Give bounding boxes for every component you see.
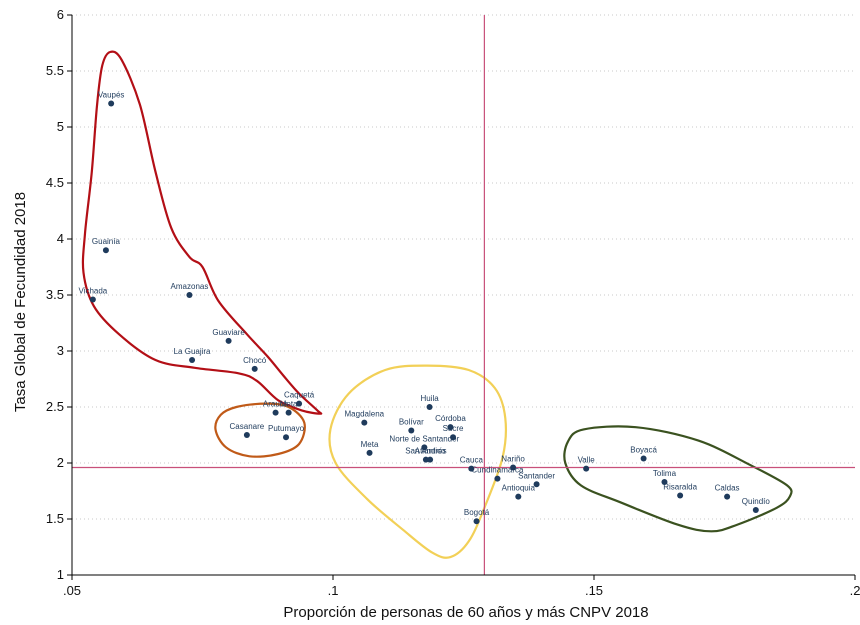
data-point <box>447 424 454 431</box>
reference-lines <box>72 15 855 575</box>
data-point-label: Norte de Santander <box>389 434 459 443</box>
y-tick-label: 3 <box>57 343 64 358</box>
data-point <box>272 409 279 416</box>
point-labels: Vaupés Guainía Vichada Amazonas Guaviare La G… <box>78 90 770 517</box>
data-point-label: Chocó <box>243 356 267 365</box>
data-point-label: Vichada <box>78 286 107 295</box>
data-point <box>426 404 433 410</box>
data-point <box>450 434 457 441</box>
data-point-label: Boyacá <box>630 446 657 455</box>
data-point <box>427 456 434 463</box>
y-tick-label: 4 <box>57 231 64 246</box>
data-point-label: Arauca <box>263 400 289 409</box>
data-point-label: Santander <box>518 471 555 480</box>
data-point-label: Antioquia <box>502 484 536 493</box>
green-cluster-outline <box>563 425 793 533</box>
y-tick-label: 4.5 <box>46 175 64 190</box>
data-point <box>661 479 668 486</box>
x-tick-label: .05 <box>63 583 81 598</box>
y-tick-label: 6 <box>57 7 64 22</box>
data-point-label: Bolívar <box>399 418 424 427</box>
axes: 1 1.5 2 2.5 3 3.5 4 4.5 5 5.5 6 .05 .1 .15 .2 <box>46 7 860 598</box>
data-point <box>296 400 303 407</box>
data-point-label: Atlántico <box>415 447 446 456</box>
data-points <box>89 100 759 525</box>
data-point <box>189 356 196 363</box>
yellow-cluster-outline <box>328 364 508 559</box>
data-point-label: Meta <box>280 400 298 409</box>
y-tick-label: 5 <box>57 119 64 134</box>
data-point <box>108 100 115 107</box>
x-tick-label: .2 <box>850 583 860 598</box>
data-point <box>510 464 517 471</box>
data-point-label: Casanare <box>230 422 265 431</box>
x-tick-label: .1 <box>328 583 339 598</box>
data-point <box>533 481 540 488</box>
data-point <box>102 247 109 254</box>
data-point-label: Sucre <box>443 424 464 433</box>
data-point-label: Caldas <box>715 484 740 493</box>
y-tick-label: 2 <box>57 455 64 470</box>
data-point-label: Huila <box>420 394 439 403</box>
y-tick-label: 3.5 <box>46 287 64 302</box>
data-point <box>366 449 373 456</box>
x-tick-label: .15 <box>585 583 603 598</box>
data-point-label: Caquetá <box>284 391 315 400</box>
data-point-label: Quindío <box>742 497 771 506</box>
data-point-label: Vaupés <box>98 90 125 99</box>
data-point <box>724 493 731 500</box>
data-point <box>640 455 647 462</box>
data-point-label: Meta <box>361 440 379 449</box>
data-point <box>361 419 368 426</box>
data-point <box>421 444 428 451</box>
data-point-label: Guainía <box>92 237 121 246</box>
data-point <box>285 409 292 416</box>
data-point-label: Bogotá <box>464 508 490 517</box>
data-point <box>422 456 429 463</box>
data-point <box>583 465 590 472</box>
data-point <box>225 337 232 344</box>
data-point <box>283 434 290 441</box>
y-tick-label: 5.5 <box>46 63 64 78</box>
data-point <box>408 427 415 434</box>
data-point-label: Putumayo <box>268 424 305 433</box>
y-tick-label: 1 <box>57 567 64 582</box>
data-point-label: Magdalena <box>345 410 385 419</box>
data-point <box>243 432 250 438</box>
data-point-label: Cundinamarca <box>471 466 524 475</box>
orange-cluster-outline <box>214 402 306 458</box>
y-tick-label: 2.5 <box>46 399 64 414</box>
data-point <box>473 518 480 525</box>
data-point <box>515 493 522 500</box>
data-point-label: Nariño <box>501 454 525 463</box>
data-point <box>468 465 475 472</box>
data-point-label: Risaralda <box>663 482 697 491</box>
data-point-label: Tolima <box>653 469 677 478</box>
cluster-outlines <box>81 50 793 559</box>
data-point-label: Amazonas <box>171 282 209 291</box>
x-axis-title: Proporción de personas de 60 años y más … <box>283 604 648 621</box>
data-point-label: San Andrés <box>405 447 446 456</box>
data-point-label: Valle <box>578 456 596 465</box>
data-point <box>494 475 501 482</box>
data-point-label: Córdoba <box>435 414 466 423</box>
y-axis-title: Tasa Global de Fecundidad 2018 <box>12 192 29 412</box>
data-point-label: La Guajira <box>174 347 211 356</box>
data-point <box>752 507 759 514</box>
data-point-label: Cauca <box>460 456 484 465</box>
data-point-label: Guaviare <box>212 328 245 337</box>
data-point <box>677 492 684 499</box>
y-tick-label: 1.5 <box>46 511 64 526</box>
red-cluster-outline <box>81 50 323 415</box>
data-point <box>251 365 258 372</box>
data-point <box>186 292 193 298</box>
data-point <box>89 296 96 303</box>
